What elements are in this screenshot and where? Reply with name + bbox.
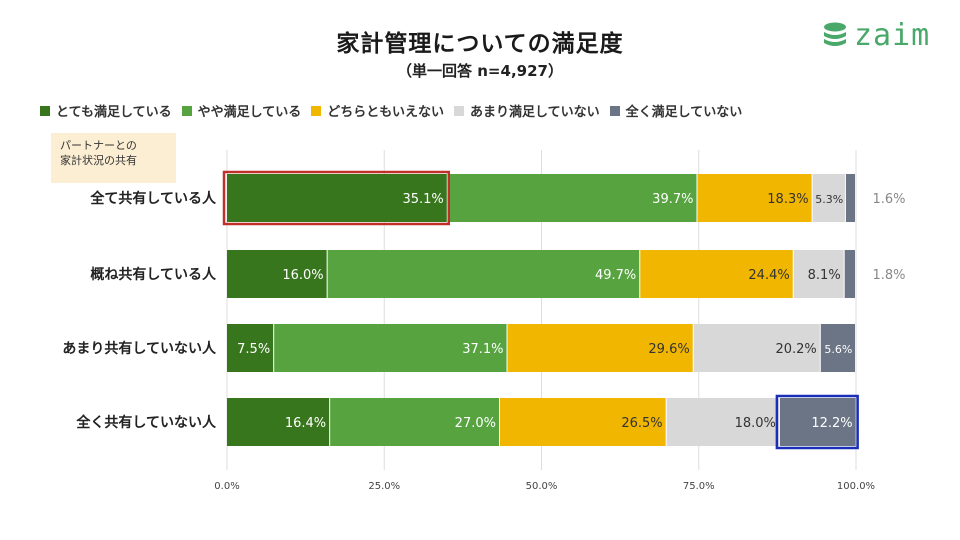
bar-segment bbox=[820, 324, 855, 372]
data-label: 27.0% bbox=[455, 416, 496, 431]
legend-swatch bbox=[609, 105, 620, 116]
legend-item: 全く満足していない bbox=[609, 101, 743, 120]
data-label: 1.8% bbox=[872, 268, 905, 283]
legend-label: やや満足している bbox=[197, 105, 302, 120]
category-label: 全く共有していない人 bbox=[75, 414, 217, 431]
legend-item: とても満足している bbox=[40, 101, 172, 120]
data-label: 1.6% bbox=[872, 192, 905, 207]
data-label: 49.7% bbox=[595, 268, 636, 283]
data-label: 7.5% bbox=[237, 342, 270, 357]
bar-segment bbox=[227, 398, 330, 446]
bar-segment bbox=[697, 174, 812, 222]
zaim-logo: zaim bbox=[822, 18, 930, 53]
bar-segment bbox=[793, 250, 844, 298]
bar-segment bbox=[447, 174, 697, 222]
bar-segment bbox=[507, 324, 693, 372]
bar-segment bbox=[499, 398, 666, 446]
data-label: 39.7% bbox=[652, 192, 693, 207]
legend-swatch bbox=[311, 105, 322, 116]
legend-item: どちらともいえない bbox=[311, 101, 444, 120]
data-label: 5.6% bbox=[824, 343, 852, 356]
data-label: 29.6% bbox=[648, 342, 689, 357]
bar-segment bbox=[227, 250, 327, 298]
axis-group-label: パートナーとの 家計状況の共有 bbox=[51, 133, 176, 183]
legend-swatch bbox=[40, 105, 50, 116]
bar-segment bbox=[666, 398, 779, 446]
legend-item: あまり満足していない bbox=[453, 101, 600, 120]
legend-swatch bbox=[453, 105, 464, 116]
legend-label: とても満足している bbox=[56, 105, 172, 120]
data-label: 12.2% bbox=[811, 416, 852, 431]
legend-swatch bbox=[181, 105, 192, 116]
data-label: 26.5% bbox=[621, 416, 662, 431]
logo-text: zaim bbox=[854, 18, 931, 53]
bar-segment bbox=[274, 324, 507, 372]
legend-label: 全く満足していない bbox=[625, 105, 743, 120]
x-tick-label: 50.0% bbox=[526, 481, 558, 492]
data-label: 18.0% bbox=[735, 416, 776, 431]
chart-subtitle: （単一回答 n=4,927） bbox=[397, 62, 563, 80]
data-label: 24.4% bbox=[748, 268, 789, 283]
bar-segment bbox=[327, 250, 640, 298]
category-label: あまり共有していない人 bbox=[62, 340, 217, 357]
legend-label: あまり満足していない bbox=[469, 105, 600, 120]
data-label: 20.2% bbox=[775, 342, 816, 357]
bar-segment bbox=[845, 174, 855, 222]
category-label: 全て共有している人 bbox=[89, 190, 217, 207]
axis-group-label-line2: 家計状況の共有 bbox=[60, 154, 137, 167]
legend-item: やや満足している bbox=[181, 101, 302, 120]
category-label: 概ね共有している人 bbox=[90, 266, 217, 283]
bar-segment bbox=[779, 398, 856, 446]
data-label: 18.3% bbox=[767, 192, 808, 207]
x-tick-label: 100.0% bbox=[837, 481, 875, 492]
highlight-box bbox=[222, 170, 451, 226]
bar-segment bbox=[812, 174, 845, 222]
bar-segment bbox=[227, 174, 447, 222]
bar-segment bbox=[227, 324, 274, 372]
data-label: 8.1% bbox=[808, 268, 841, 283]
x-tick-label: 0.0% bbox=[214, 481, 239, 492]
coin-stack-icon bbox=[824, 22, 846, 46]
x-tick-label: 25.0% bbox=[368, 481, 400, 492]
highlight-box bbox=[775, 394, 859, 450]
bar-segment bbox=[693, 324, 820, 372]
bar-segment bbox=[330, 398, 499, 446]
data-label: 5.3% bbox=[815, 193, 843, 206]
chart-title: 家計管理についての満足度 bbox=[336, 31, 624, 57]
x-tick-label: 75.0% bbox=[683, 481, 715, 492]
data-label: 37.1% bbox=[462, 342, 503, 357]
bar-segment bbox=[640, 250, 793, 298]
data-label: 35.1% bbox=[402, 192, 443, 207]
bar-segment bbox=[844, 250, 855, 298]
data-label: 16.4% bbox=[285, 416, 326, 431]
chart-legend: とても満足している やや満足している どちらともいえない あまり満足していない 全く満足… bbox=[40, 101, 752, 120]
data-label: 16.0% bbox=[282, 268, 323, 283]
legend-label: どちらともいえない bbox=[327, 105, 444, 120]
axis-group-label-line1: パートナーとの bbox=[60, 139, 137, 152]
